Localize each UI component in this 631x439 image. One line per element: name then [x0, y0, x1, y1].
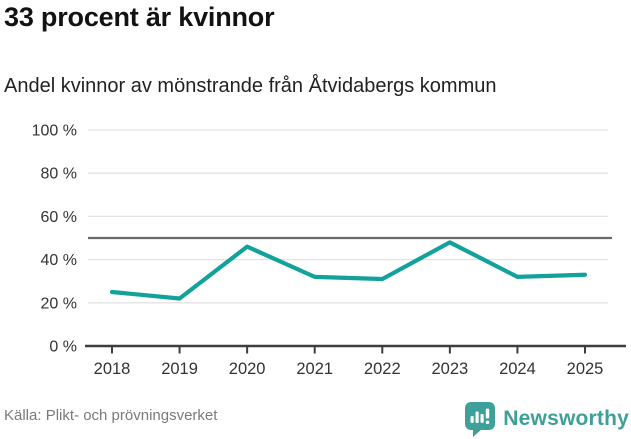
line-series — [109, 240, 588, 301]
x-tick-label-2024: 2024 — [499, 360, 536, 378]
x-tick-label-2023: 2023 — [431, 360, 468, 378]
y-tick-label-40: 40 % — [41, 252, 77, 269]
y-tick-label-100: 100 % — [32, 123, 77, 140]
x-tick-label-2025: 2025 — [567, 360, 604, 378]
bar-chart-speech-bubble-icon — [465, 402, 496, 437]
x-tick-label-2021: 2021 — [296, 360, 333, 378]
brand-logo: Newsworthy — [464, 401, 629, 437]
y-tick-label-80: 80 % — [41, 166, 77, 183]
x-tick-label-2018: 2018 — [94, 360, 131, 378]
source-note: Källa: Plikt- och prövningsverket — [4, 407, 218, 424]
brand-name: Newsworthy — [503, 407, 629, 430]
x-tick-label-2022: 2022 — [364, 360, 401, 378]
page-title: 33 procent är kvinnor — [4, 2, 275, 32]
x-tick-label-2020: 2020 — [229, 360, 266, 378]
y-tick-label-20: 20 % — [41, 295, 77, 312]
y-tick-label-60: 60 % — [41, 209, 77, 226]
y-tick-label-0: 0 % — [49, 339, 77, 356]
x-tick-label-2019: 2019 — [161, 360, 198, 378]
chart-subtitle: Andel kvinnor av mönstrande från Åtvidab… — [4, 75, 497, 97]
